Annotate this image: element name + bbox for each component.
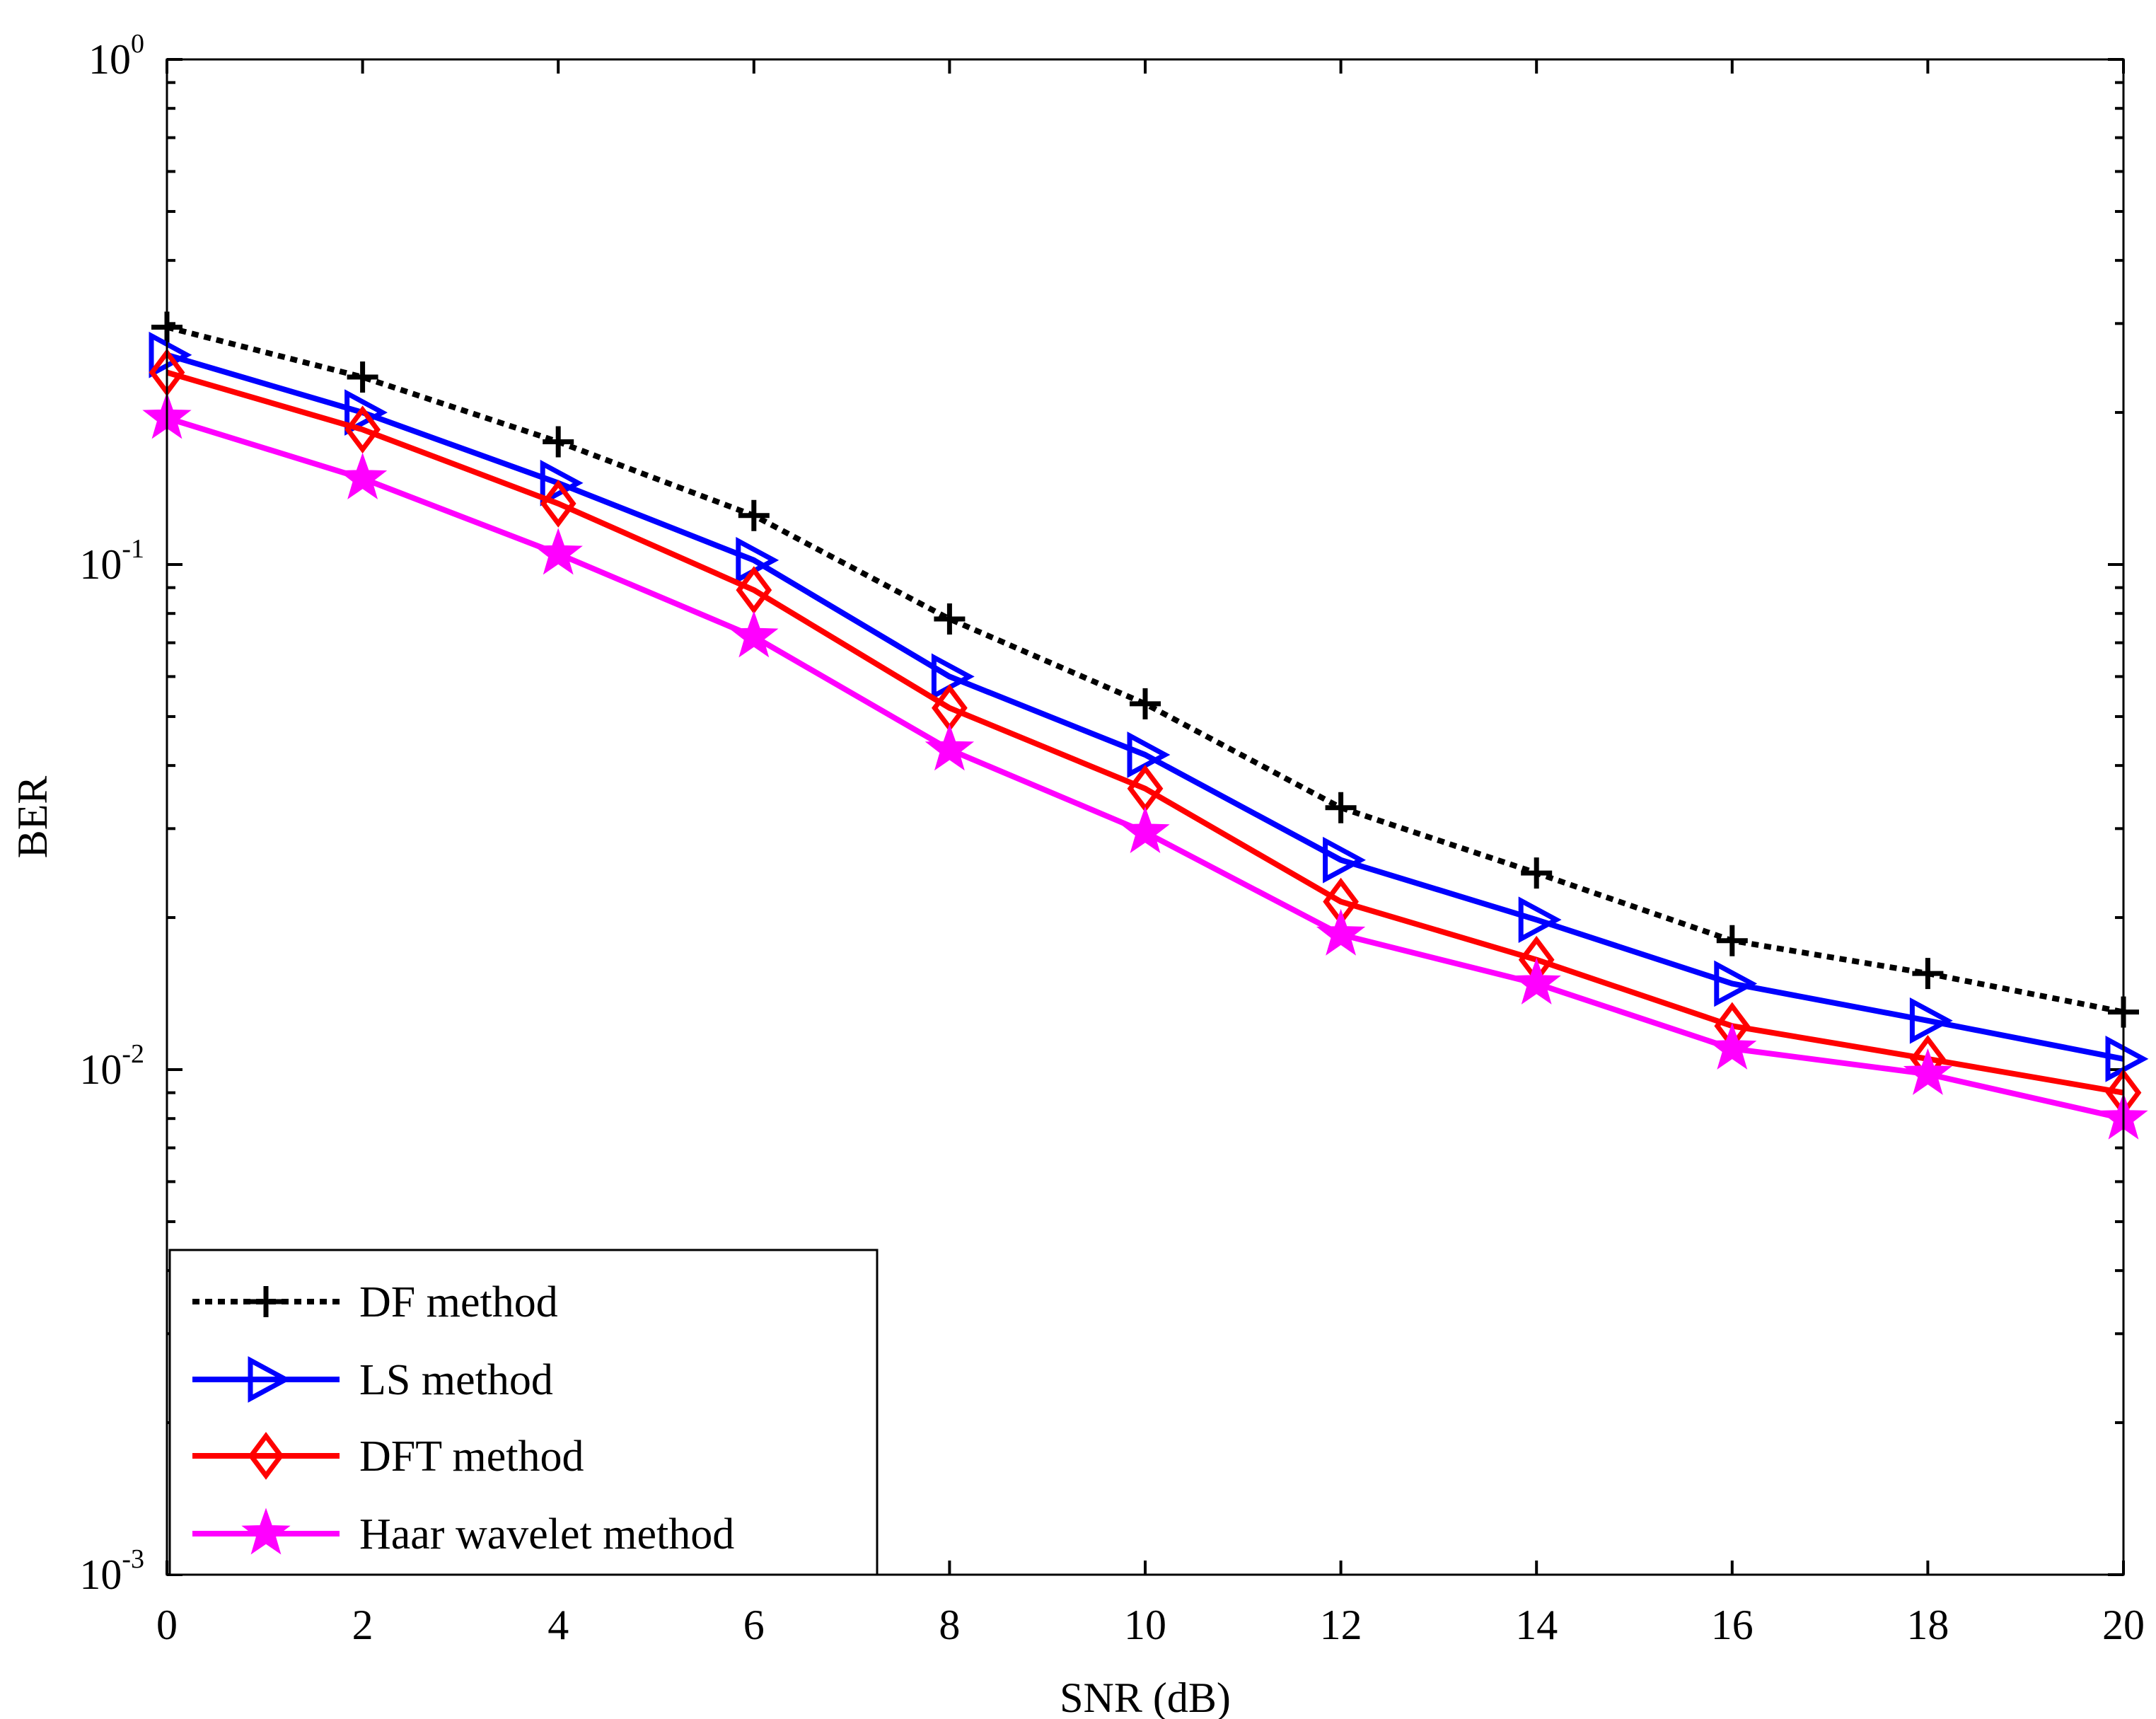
data-point-star [241,1507,291,1555]
data-point-diamond [344,405,381,454]
y-tick-label: 100 [88,29,144,83]
legend-label: DF method [359,1278,558,1326]
x-tick-label: 6 [743,1602,765,1648]
legend-item: LS method [192,1356,553,1404]
data-point-triangle-right [1323,836,1366,884]
x-axis-title: SNR (dB) [1060,1674,1231,1719]
legend: DF method LS method DFT method Haar wavelet… [168,1249,879,1576]
data-point-triangle-right [149,331,192,378]
x-tick-label: 16 [1711,1602,1754,1648]
data-point-plus [1521,857,1553,889]
data-point-plus [1130,688,1161,719]
data-point-triangle-right [1909,997,1953,1044]
data-point-triangle-right [2105,1036,2149,1082]
y-axis-title: BER [9,776,56,859]
data-point-triangle-right [248,1356,291,1403]
data-point-plus [934,603,966,635]
series-line [166,369,2124,1096]
x-tick-label: 8 [939,1602,960,1648]
data-series [142,311,2149,1140]
y-tick-label: 10-1 [79,534,144,588]
data-point-star [1903,1048,1953,1095]
data-point-star [1512,957,1561,1005]
legend-item: DF method [192,1278,558,1326]
x-tick-label: 12 [1320,1602,1362,1648]
data-point-plus [1912,958,1944,990]
series-line [166,352,2124,1062]
data-point-star [1316,908,1366,956]
x-tick-label: 18 [1906,1602,1949,1648]
data-point-star [729,610,779,658]
x-tick-label: 2 [352,1602,373,1648]
data-point-diamond [540,480,576,528]
data-point-triangle-right [1714,960,1758,1007]
data-point-triangle-right [1518,896,1562,944]
data-point-diamond [736,566,772,614]
data-point-diamond [248,1432,284,1480]
legend-item: Haar wavelet method [192,1507,734,1558]
data-point-plus [1325,792,1357,823]
data-point-triangle-right [344,389,388,436]
plot-frame [166,58,2125,1576]
y-tick-label: 10-2 [79,1039,144,1093]
x-tick-label: 14 [1515,1602,1558,1648]
data-point-triangle-right [1127,731,1171,778]
series-ls-method [149,331,2149,1082]
y-tick-label: 10-3 [79,1544,144,1598]
data-point-plus [543,426,574,458]
data-point-star [925,724,975,771]
legend-label: DFT method [359,1432,584,1481]
data-point-star [1120,806,1170,854]
data-point-triangle-right [931,653,975,700]
x-tick-label: 4 [547,1602,569,1648]
data-point-plus [1716,925,1748,956]
data-point-plus [250,1286,282,1317]
data-point-triangle-right [540,459,584,507]
data-point-star [533,528,583,575]
legend-item: DFT method [192,1432,584,1481]
x-tick-label: 20 [2102,1602,2145,1648]
legend-label: LS method [359,1356,553,1404]
data-point-star [337,452,388,499]
data-point-star [1708,1022,1757,1070]
tick-labels: 0 2 4 6 8 10 12 14 16 18 20 100 10-1 10-2 10-3 [79,29,2145,1648]
data-point-plus [347,361,378,393]
legend-label: Haar wavelet method [359,1510,734,1558]
data-point-plus [738,499,770,531]
x-tick-label: 10 [1124,1602,1166,1648]
x-tick-label: 0 [156,1602,178,1648]
